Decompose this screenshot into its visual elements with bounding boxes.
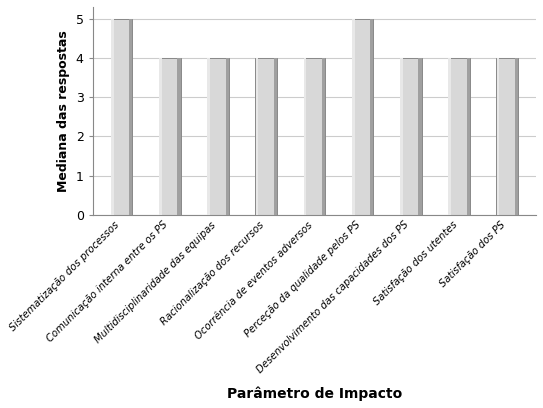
X-axis label: Parâmetro de Impacto: Parâmetro de Impacto — [227, 386, 402, 401]
Bar — [496, 58, 518, 215]
Bar — [225, 58, 229, 215]
Bar — [274, 58, 277, 215]
Bar — [111, 19, 113, 215]
Bar — [466, 58, 470, 215]
Bar — [207, 58, 229, 215]
Bar — [111, 19, 132, 215]
Bar — [515, 58, 518, 215]
Bar — [304, 58, 306, 215]
Bar — [352, 19, 355, 215]
Bar — [352, 19, 374, 215]
Bar — [497, 58, 499, 215]
Y-axis label: Mediana das respostas: Mediana das respostas — [57, 30, 70, 192]
Bar — [370, 19, 374, 215]
Bar — [256, 58, 258, 215]
Bar — [322, 58, 325, 215]
Bar — [129, 19, 132, 215]
Bar — [159, 58, 181, 215]
Bar — [255, 58, 277, 215]
Bar — [449, 58, 451, 215]
Bar — [178, 58, 181, 215]
Bar — [448, 58, 470, 215]
Bar — [304, 58, 325, 215]
Bar — [418, 58, 421, 215]
Bar — [400, 58, 403, 215]
Bar — [159, 58, 162, 215]
Bar — [400, 58, 421, 215]
Bar — [207, 58, 210, 215]
